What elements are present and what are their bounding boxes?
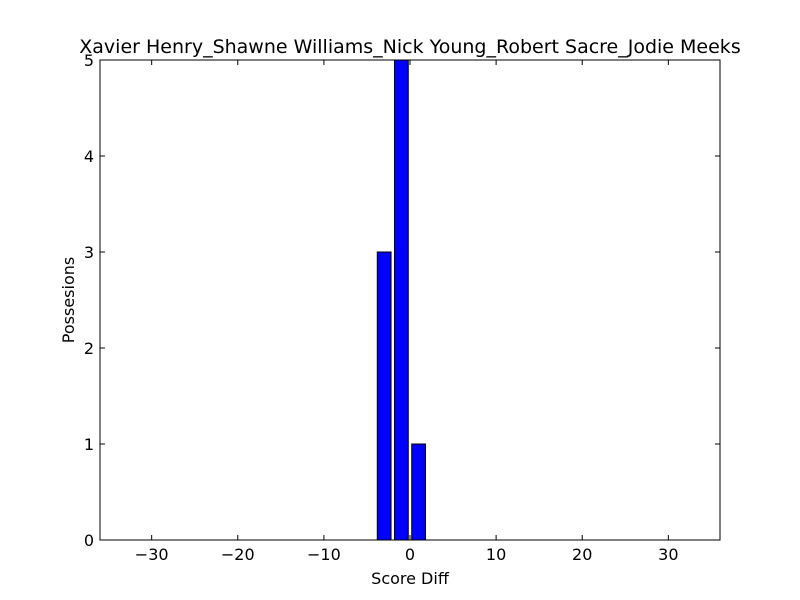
y-axis-label: Possesions <box>59 257 78 343</box>
bars-group <box>376 59 427 541</box>
chart-title: Xavier Henry_Shawne Williams_Nick Young_… <box>79 36 740 58</box>
x-tick-label: −30 <box>135 545 169 564</box>
x-axis-label: Score Diff <box>371 569 450 588</box>
bar <box>376 251 392 541</box>
bar <box>394 59 409 541</box>
y-tick-label: 5 <box>84 51 94 70</box>
y-tick-label: 0 <box>84 531 94 550</box>
x-tick-label: 20 <box>572 545 592 564</box>
x-tick-label: −10 <box>307 545 341 564</box>
x-tick-label: 30 <box>658 545 678 564</box>
y-axis-ticks: 0 1 2 3 4 5 <box>84 51 720 550</box>
x-tick-label: 0 <box>405 545 415 564</box>
x-tick-label: 10 <box>486 545 506 564</box>
y-tick-label: 1 <box>84 435 94 454</box>
y-tick-label: 4 <box>84 147 94 166</box>
y-tick-label: 2 <box>84 339 94 358</box>
x-axis-ticks: −30 −20 −10 0 10 20 30 <box>135 60 679 564</box>
x-tick-label: −20 <box>221 545 255 564</box>
bar <box>411 443 427 541</box>
y-tick-label: 3 <box>84 243 94 262</box>
